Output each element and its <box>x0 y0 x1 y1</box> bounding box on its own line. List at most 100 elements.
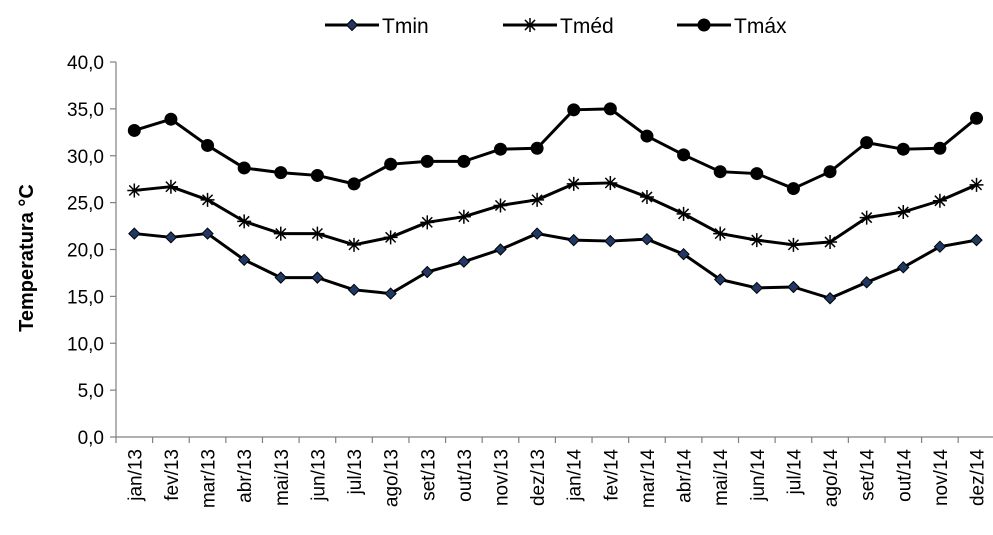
x-tick-label: nov/14 <box>931 449 952 506</box>
data-point <box>566 176 581 191</box>
data-point <box>420 215 435 230</box>
y-tick-label: 25,0 <box>67 194 104 215</box>
data-point <box>164 112 178 126</box>
data-point <box>823 235 838 249</box>
data-point <box>127 183 142 198</box>
x-tick-label: fev/13 <box>162 449 183 501</box>
series-line <box>134 181 978 247</box>
data-point <box>493 198 508 213</box>
data-point <box>530 192 545 207</box>
y-tick-label: 40,0 <box>67 53 104 74</box>
data-point <box>970 233 983 247</box>
data-point <box>347 237 362 252</box>
data-point <box>493 142 507 156</box>
data-point <box>859 210 874 225</box>
legend-item: Tmáx <box>677 15 787 38</box>
x-tick-label: ago/14 <box>821 449 842 508</box>
data-point <box>933 240 947 253</box>
data-point <box>860 276 873 289</box>
data-point <box>384 287 397 300</box>
data-point <box>567 103 581 117</box>
y-tick-label: 20,0 <box>67 241 104 262</box>
data-point <box>750 167 764 181</box>
y-tick-label: 35,0 <box>67 100 104 121</box>
data-point <box>457 154 471 168</box>
data-point <box>310 168 324 182</box>
data-point <box>530 141 544 155</box>
data-point <box>421 265 434 279</box>
data-point <box>713 226 728 241</box>
data-point <box>311 271 324 284</box>
x-axis-ticks: jan/13 fev/13 mar/13 abr/13 mai/13 jun/13 jul/… <box>115 437 989 509</box>
series-layer <box>127 102 984 305</box>
data-point <box>604 234 617 248</box>
data-point <box>567 233 580 247</box>
x-tick-label: jun/14 <box>748 449 769 502</box>
data-point <box>750 281 764 295</box>
y-tick-label: 5,0 <box>78 381 104 402</box>
y-tick-label: 0,0 <box>78 428 104 449</box>
data-point <box>640 129 654 143</box>
data-point <box>163 179 178 194</box>
legend-item: Tméd <box>503 15 614 38</box>
series-Tméd <box>127 175 984 252</box>
data-point <box>237 161 251 175</box>
y-axis-label: Temperatura °C <box>16 184 38 332</box>
data-point <box>420 154 434 168</box>
legend-item: Tmin <box>325 15 429 38</box>
y-tick-label: 10,0 <box>67 334 104 355</box>
data-point <box>603 175 618 190</box>
data-point <box>128 227 141 240</box>
x-tick-label: jul/13 <box>345 449 366 495</box>
data-point <box>786 237 801 252</box>
data-point <box>273 226 288 241</box>
data-point <box>860 136 874 150</box>
data-point <box>127 123 141 137</box>
data-point <box>677 148 691 162</box>
data-point <box>933 141 947 155</box>
data-point <box>969 177 984 192</box>
data-point <box>523 18 537 32</box>
legend-label: Tmáx <box>734 15 787 38</box>
data-point <box>697 18 711 32</box>
x-tick-label: jan/14 <box>565 449 586 502</box>
data-point <box>274 166 288 180</box>
x-tick-label: dez/13 <box>528 449 549 506</box>
data-point <box>201 227 214 240</box>
data-point <box>237 253 251 267</box>
data-point <box>347 283 361 297</box>
data-point <box>786 182 800 196</box>
x-tick-label: out/14 <box>894 449 915 502</box>
x-tick-label: set/14 <box>858 449 879 501</box>
data-point <box>749 233 764 248</box>
data-point <box>494 243 507 256</box>
data-point <box>932 193 947 208</box>
data-point <box>530 227 544 240</box>
x-tick-label: out/13 <box>455 449 476 502</box>
x-tick-label: ago/13 <box>382 449 403 507</box>
series-line <box>134 232 977 300</box>
data-point <box>384 157 398 171</box>
data-point <box>310 226 325 241</box>
data-point <box>639 190 654 204</box>
x-tick-label: fev/14 <box>601 449 622 501</box>
data-point <box>383 230 398 245</box>
x-tick-label: mar/14 <box>638 449 659 509</box>
x-tick-label: mar/13 <box>199 449 220 508</box>
x-tick-label: abr/14 <box>675 449 696 503</box>
data-point <box>201 138 215 152</box>
legend-label: Tméd <box>560 15 614 38</box>
y-tick-label: 30,0 <box>67 147 104 168</box>
data-point <box>603 102 617 116</box>
data-point <box>823 292 837 305</box>
x-tick-label: jul/14 <box>784 449 805 496</box>
data-point <box>823 165 837 179</box>
x-tick-label: abr/13 <box>235 449 256 503</box>
axes <box>115 62 993 438</box>
x-tick-label: mai/13 <box>272 449 293 506</box>
series-line <box>133 107 978 191</box>
data-point <box>345 18 359 32</box>
x-tick-label: jan/13 <box>125 449 146 502</box>
data-point <box>456 209 471 224</box>
